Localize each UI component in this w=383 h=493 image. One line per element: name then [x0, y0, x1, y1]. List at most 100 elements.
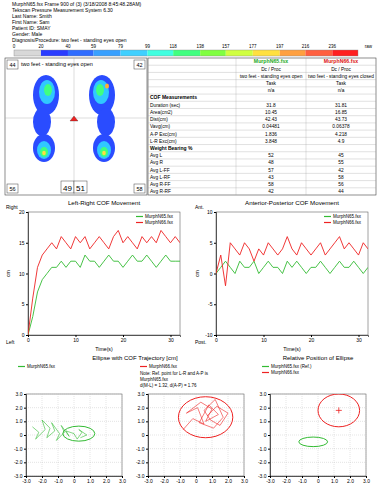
color-segment — [332, 50, 358, 56]
tick-label: 0 — [73, 478, 76, 484]
grid-line — [148, 394, 244, 395]
y-axis-tick: 1.0 — [260, 418, 270, 424]
line-chart: 0102030-10-50510MurphN65.fsxMurphN66.fsx… — [194, 199, 369, 352]
ellipse — [318, 394, 360, 427]
cell-value: 45 — [338, 153, 344, 158]
ellipse-chart: -3.0-2.0-1.001.02.03.0-3.0-2.0-1.001.02.… — [136, 364, 248, 484]
grid-line — [26, 407, 122, 408]
section-title: COF Measurements — [150, 94, 197, 100]
cell-value: 58 — [268, 182, 274, 187]
y-axis-tick: 3.0 — [138, 391, 148, 397]
color-segment — [280, 50, 306, 56]
y-axis-tick: 10 — [207, 209, 216, 215]
series-line — [216, 237, 368, 286]
x-axis-tick: 1.0 — [209, 476, 216, 484]
foot-pressure — [44, 84, 52, 96]
info-cell: two feet - standing eyes closed — [308, 74, 374, 79]
y-axis-tick: -1.0 — [258, 446, 270, 452]
color-bar-tick-label: 118 — [170, 44, 178, 49]
tick-label: -3.0 — [136, 473, 145, 479]
cell-value: 0.06378 — [332, 124, 350, 129]
box-value: 42 — [136, 62, 142, 68]
col-line — [306, 58, 307, 195]
tick-label: -3.0 — [14, 473, 23, 479]
grid-line — [270, 435, 366, 436]
color-bar-tick-label: 197 — [276, 44, 284, 49]
legend-swatch — [262, 372, 269, 373]
y-axis: -3.0-2.0-1.001.02.03.0 — [258, 391, 271, 479]
x-axis-tick: 1.0 — [87, 476, 94, 484]
grid-line — [270, 462, 366, 463]
row-label: Avg R — [150, 160, 164, 165]
y-axis-tick: 15 — [19, 240, 28, 246]
y-axis-tick: -1.0 — [136, 446, 148, 452]
y-axis-tick: 20 — [19, 209, 28, 215]
tick-mark — [24, 408, 26, 409]
note: d(M-L) = 1.32, d(A-P) = 1.76 — [140, 383, 197, 388]
x-axis-tick: 2.0 — [225, 476, 232, 484]
tick-mark — [268, 408, 270, 409]
series-line — [28, 255, 180, 335]
row-label: Avg L-FF — [150, 168, 170, 173]
row-label: Avg L — [150, 153, 163, 158]
tick-mark — [26, 304, 28, 305]
row-label: A-P Exc(cm) — [150, 132, 177, 137]
legend-swatch — [18, 366, 25, 367]
cell-value: 48 — [268, 160, 274, 165]
tick-label: 2.0 — [16, 405, 23, 411]
cell-value: 4.9 — [338, 139, 345, 144]
chart-title: Anterior-Posterior COF Movement — [245, 199, 339, 206]
info-cell: two feet - standing eyes open — [240, 74, 303, 79]
x-axis-tick: -2.0 — [160, 476, 169, 484]
table: MurphN65.fsxMurphN66.fsxDc / ProcDc / Pr… — [148, 58, 376, 195]
chart-title: Relative Position of Ellipse — [283, 355, 354, 361]
y-axis-title: cm — [194, 270, 200, 277]
x-axis-tick: 20 — [309, 335, 315, 343]
tick-mark — [146, 421, 148, 422]
column-header: MurphN65.fsx — [254, 58, 288, 64]
tick-label: 0 — [22, 332, 25, 338]
tick-mark — [146, 394, 148, 395]
row-line — [148, 72, 376, 73]
y-axis-tick: 1.0 — [16, 418, 26, 424]
plot-frame — [270, 394, 366, 476]
tick-label: -3.0 — [144, 478, 153, 484]
x-axis-tick: 2.0 — [347, 476, 354, 484]
row-label: Area(cm2) — [150, 110, 173, 115]
x-axis-tick: 0 — [195, 476, 198, 484]
row-line — [148, 79, 376, 80]
color-segment — [41, 50, 68, 56]
tick-label: 1.0 — [209, 478, 216, 484]
tick-label: -1.0 — [136, 446, 145, 452]
tick-label: -5 — [208, 301, 213, 307]
y-axis-tick: 5 — [210, 240, 216, 246]
tick-mark — [146, 449, 148, 450]
tick-label: 1.0 — [16, 418, 23, 424]
tick-label: 2.0 — [347, 478, 354, 484]
tick-label: 0 — [215, 337, 218, 343]
row-label: Vavg(cm) — [150, 124, 171, 129]
legend-swatch — [136, 222, 143, 223]
x-axis-tick: -1.0 — [298, 476, 307, 484]
axis-annotation: Right — [6, 204, 18, 210]
info-cell: Dc / Proc — [261, 67, 281, 72]
chart-title: Ellipse with COF Trajectory [cm] — [92, 355, 178, 361]
y-axis-line — [268, 395, 271, 477]
trajectory — [32, 420, 86, 441]
color-bar: 02040597999118138157177197216236raw — [13, 44, 373, 56]
info-cell: Task — [336, 81, 346, 86]
tick-label: 0 — [264, 432, 267, 438]
row-line — [148, 187, 376, 188]
cell-value: 57 — [268, 168, 274, 173]
tick-label: 0 — [142, 432, 145, 438]
legend-swatch — [324, 216, 331, 217]
tick-mark — [24, 449, 26, 450]
y-axis-line — [24, 395, 27, 477]
x-axis-tick: -2.0 — [38, 476, 47, 484]
y-axis-tick: -3.0 — [136, 473, 148, 479]
x-axis-tick: -1.0 — [176, 476, 185, 484]
foot-pressure — [39, 80, 55, 104]
tick-mark — [268, 435, 270, 436]
grid-line — [148, 421, 244, 422]
tick-label: -2.0 — [258, 459, 267, 465]
